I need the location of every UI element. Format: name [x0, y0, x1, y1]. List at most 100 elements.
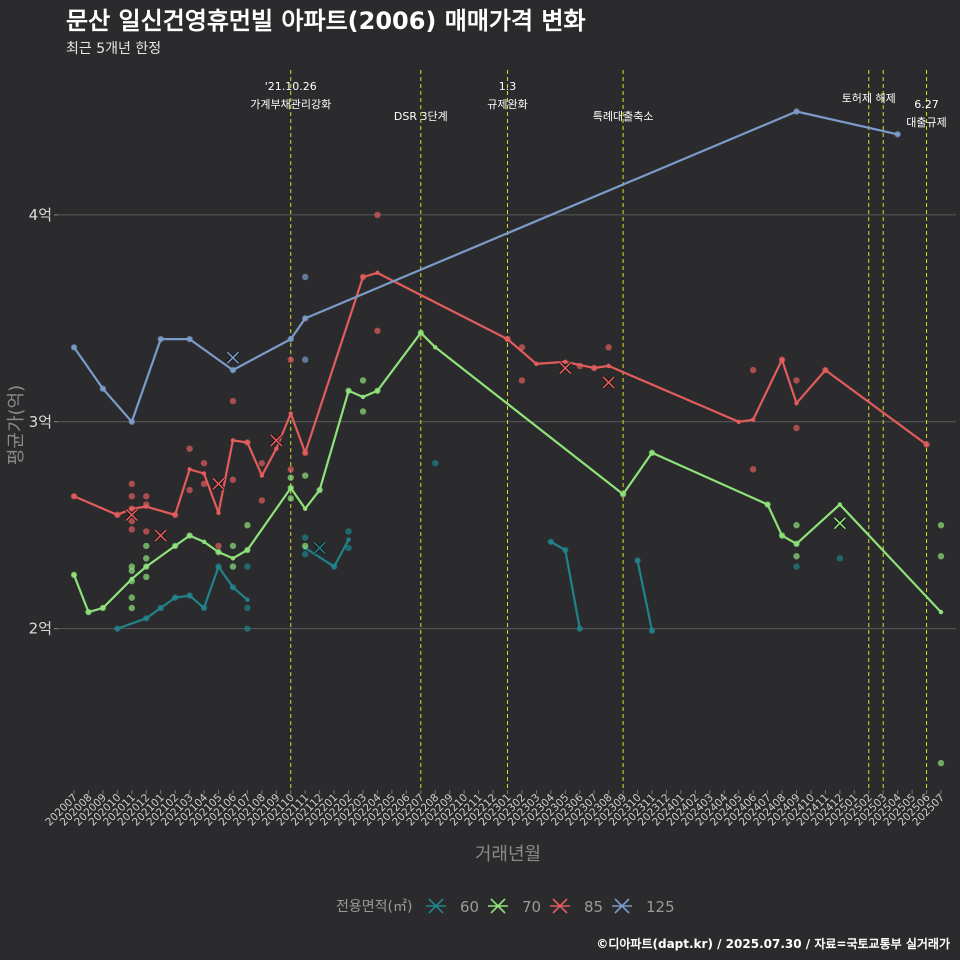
line-vertex: [100, 605, 106, 611]
line-vertex: [274, 446, 279, 451]
data-point: [143, 528, 150, 535]
data-point: [244, 563, 251, 570]
median-cross: [125, 508, 138, 521]
data-point: [215, 542, 222, 550]
line-vertex: [779, 533, 785, 538]
legend-label-85: 85: [584, 898, 603, 916]
median-cross: [602, 376, 615, 389]
annotation-label: 가계부채관리강화: [250, 98, 331, 111]
data-point: [836, 555, 844, 562]
line-vertex: [187, 336, 192, 342]
legend-label-70: 70: [522, 898, 541, 916]
data-point: [128, 493, 135, 500]
line-vertex: [230, 438, 236, 443]
x-axis-ticks: 2020072020082020092020102020112020122021…: [43, 790, 947, 828]
annotation-label: '21.10.26: [265, 80, 317, 93]
line-vertex: [837, 502, 843, 507]
line-vertex: [635, 558, 640, 563]
data-point: [128, 526, 135, 533]
series: [70, 108, 945, 767]
data-point: [244, 604, 251, 612]
series-line: [72, 331, 942, 614]
line-vertex: [144, 504, 149, 509]
line-vertex: [505, 336, 510, 342]
line-vertex: [216, 564, 221, 569]
legend-label-60: 60: [460, 898, 479, 916]
line-vertex: [245, 547, 250, 553]
chart-caption: ©디아파트(dapt.kr) / 2025.07.30 / 자료=국토교통부 실…: [596, 936, 950, 951]
line-vertex: [201, 539, 207, 544]
line-vertex: [230, 556, 236, 561]
line-vertex: [346, 388, 351, 393]
line-vertex: [187, 467, 192, 472]
line-vertex: [303, 450, 308, 456]
y-axis-ticks: 2억 3억 4억: [29, 206, 58, 638]
series-line: [636, 560, 654, 631]
data-point: [229, 397, 237, 405]
line-vertex: [230, 367, 236, 373]
line-vertex: [794, 541, 799, 547]
data-point: [302, 356, 309, 363]
line-vertex: [794, 400, 799, 406]
line-vertex: [433, 345, 438, 350]
data-point: [793, 563, 800, 570]
line-vertex: [924, 442, 929, 447]
line-vertex: [230, 585, 236, 590]
data-point: [200, 480, 208, 488]
line-vertex: [620, 491, 626, 497]
x-axis-label: 거래년월: [475, 844, 541, 865]
line-vertex: [592, 365, 597, 371]
line-vertex: [115, 512, 120, 518]
data-point: [359, 408, 367, 415]
data-point: [229, 563, 237, 570]
line-vertex: [288, 336, 293, 342]
series-line: [73, 110, 898, 423]
line-vertex: [71, 494, 77, 499]
line-vertex: [375, 270, 380, 276]
data-point: [244, 522, 251, 529]
data-point: [143, 493, 150, 500]
line-vertex: [100, 386, 106, 391]
line-vertex: [823, 367, 828, 373]
line-vertex: [172, 595, 178, 600]
line-vertex: [750, 417, 756, 422]
data-point: [128, 480, 135, 488]
line-vertex: [71, 345, 77, 350]
median-cross: [313, 541, 326, 555]
y-tick-label: 4억: [29, 206, 52, 224]
series-70: [70, 329, 945, 767]
line-vertex: [245, 597, 250, 602]
data-point: [749, 366, 757, 374]
data-point: [793, 424, 800, 432]
data-point: [200, 459, 208, 467]
line-vertex: [649, 450, 655, 456]
annotation-label: 대출규제: [906, 116, 946, 129]
data-point: [287, 466, 294, 473]
annotation-label: 1.3: [499, 80, 517, 93]
line-vertex: [144, 564, 149, 569]
data-point: [258, 497, 266, 504]
data-point: [186, 445, 193, 452]
data-point: [605, 344, 612, 351]
line-vertex: [187, 533, 192, 538]
data-point: [128, 517, 135, 525]
data-point: [937, 759, 945, 767]
data-point: [432, 459, 439, 467]
line-vertex: [172, 512, 178, 518]
line-vertex: [331, 564, 337, 569]
median-cross: [270, 434, 283, 447]
line-vertex: [779, 357, 785, 362]
data-point: [143, 542, 150, 550]
chart-subtitle: 최근 5개년 한정: [66, 41, 161, 57]
y-tick-label: 2억: [29, 620, 52, 638]
line-vertex: [360, 274, 366, 280]
data-point: [287, 495, 294, 502]
data-point: [937, 553, 945, 560]
line-vertex: [158, 605, 163, 611]
line-vertex: [303, 316, 308, 321]
line-vertex: [577, 626, 582, 631]
data-point: [258, 459, 266, 467]
annotation-label: 토허제 해제: [842, 91, 896, 105]
legend: 전용면적(㎡) 60 70 85 125: [336, 898, 675, 916]
legend-label-125: 125: [646, 898, 675, 916]
